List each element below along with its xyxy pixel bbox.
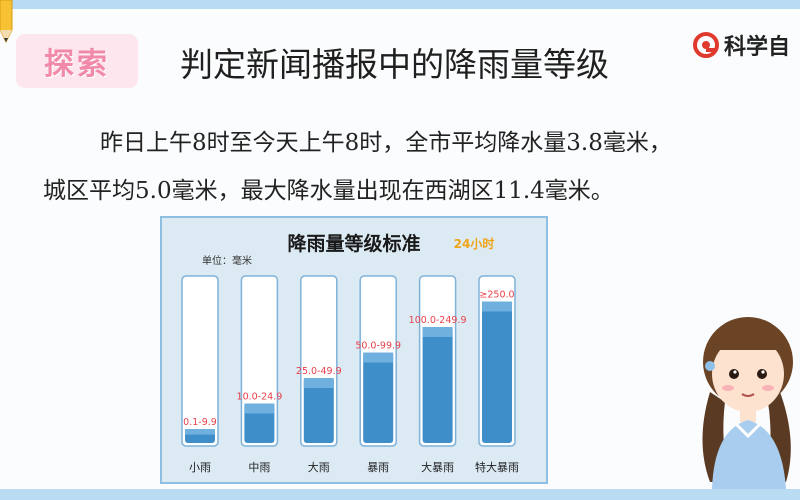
category-label: 小雨 <box>189 461 211 474</box>
girl-illustration <box>702 317 793 489</box>
chart-title: 降雨量等级标准 <box>287 232 420 255</box>
water-level-bar <box>303 378 334 443</box>
explore-badge: 探索 <box>16 34 138 88</box>
page-title: 判定新闻播报中的降雨量等级 <box>180 45 609 84</box>
category-label: 大暴雨 <box>421 460 454 474</box>
water-level-bar <box>482 301 512 443</box>
water-surface <box>185 429 215 435</box>
water-surface <box>303 378 334 388</box>
measuring-tube <box>181 275 219 447</box>
news-line-2: 城区平均5.0毫米，最大降水量出现在西湖区11.4毫米。 <box>43 178 614 204</box>
chart-subtitle: 24小时 <box>454 236 495 251</box>
range-label: 100.0-249.9 <box>409 315 467 326</box>
category-label: 中雨 <box>248 461 270 474</box>
brand-logo: 科学自 <box>692 28 800 62</box>
water-surface <box>422 327 453 337</box>
category-label: 大雨 <box>308 460 330 474</box>
range-label: ≥250.0 <box>479 290 514 301</box>
water-surface <box>244 403 275 414</box>
rainfall-chart-card: 降雨量等级标准 24小时 单位：毫米 0.1-9.9 小雨 10.0-24.9 中雨 2… <box>160 216 548 484</box>
top-border <box>0 0 800 9</box>
chart-unit-note: 单位：毫米 <box>202 254 252 267</box>
range-label: 0.1-9.9 <box>183 417 217 428</box>
rainfall-chart: 降雨量等级标准 24小时 单位：毫米 0.1-9.9 小雨 10.0-24.9 中雨 2… <box>181 232 519 474</box>
range-label: 10.0-24.9 <box>237 392 283 403</box>
range-label: 25.0-49.9 <box>296 366 342 377</box>
pencil-icon <box>0 0 13 44</box>
range-label: 50.0-99.9 <box>355 341 401 352</box>
brand-name: 科学自 <box>724 35 791 60</box>
brand-logo-icon <box>693 32 719 58</box>
water-level-bar <box>422 327 453 443</box>
category-label: 暴雨 <box>367 461 389 474</box>
water-level-bar <box>363 352 394 443</box>
tube-group: 0.1-9.9 小雨 10.0-24.9 中雨 25.0-49.9 大雨 50.0-99.9… <box>181 275 519 474</box>
water-surface <box>482 301 512 312</box>
category-label: 特大暴雨 <box>475 460 519 474</box>
bottom-border <box>0 489 800 500</box>
news-line-1: 昨日上午8时至今天上午8时，全市平均降水量3.8毫米， <box>100 130 672 156</box>
water-surface <box>363 352 394 363</box>
